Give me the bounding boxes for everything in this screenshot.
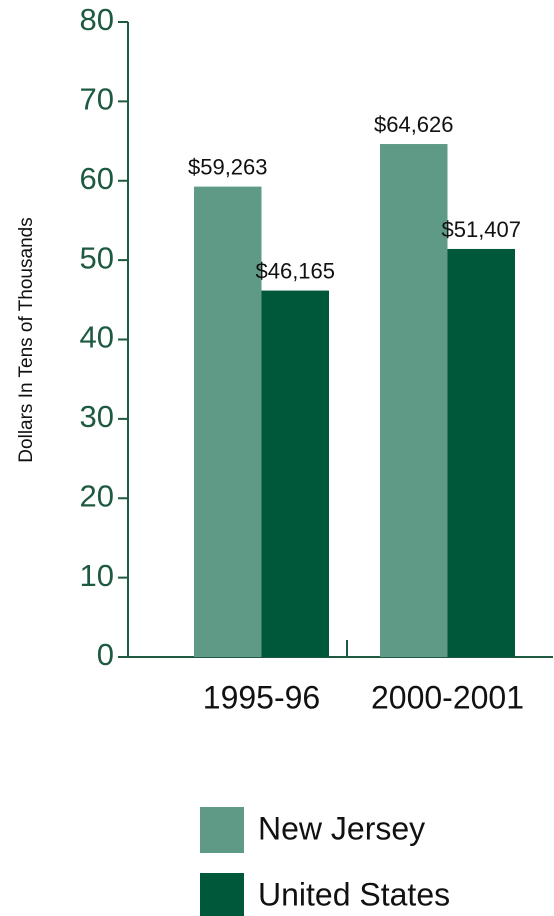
x-tick-label: 2000-2001 bbox=[371, 679, 524, 715]
bar bbox=[380, 144, 448, 657]
bar bbox=[447, 248, 515, 657]
y-tick-label: 50 bbox=[80, 240, 114, 275]
bar bbox=[261, 290, 329, 657]
y-tick-label: 60 bbox=[80, 161, 114, 196]
y-tick-label: 80 bbox=[80, 2, 114, 37]
y-tick-label: 30 bbox=[80, 399, 114, 434]
y-tick-label: 10 bbox=[80, 558, 114, 593]
legend-swatch bbox=[200, 807, 244, 853]
value-label: $46,165 bbox=[255, 258, 335, 283]
bar bbox=[194, 186, 262, 657]
y-tick-label: 70 bbox=[80, 82, 114, 117]
value-label: $59,263 bbox=[188, 154, 268, 179]
legend-label: New Jersey bbox=[258, 810, 425, 846]
legend-label: United States bbox=[258, 876, 450, 912]
y-axis-label: Dollars In Tens of Thousands bbox=[16, 217, 37, 462]
legend-swatch bbox=[200, 873, 244, 916]
y-tick-label: 0 bbox=[97, 637, 114, 672]
value-label: $64,626 bbox=[374, 112, 454, 137]
y-tick-label: 20 bbox=[80, 478, 114, 513]
x-tick-label: 1995-96 bbox=[203, 679, 320, 715]
value-label: $51,407 bbox=[441, 217, 521, 242]
y-tick-label: 40 bbox=[80, 320, 114, 355]
